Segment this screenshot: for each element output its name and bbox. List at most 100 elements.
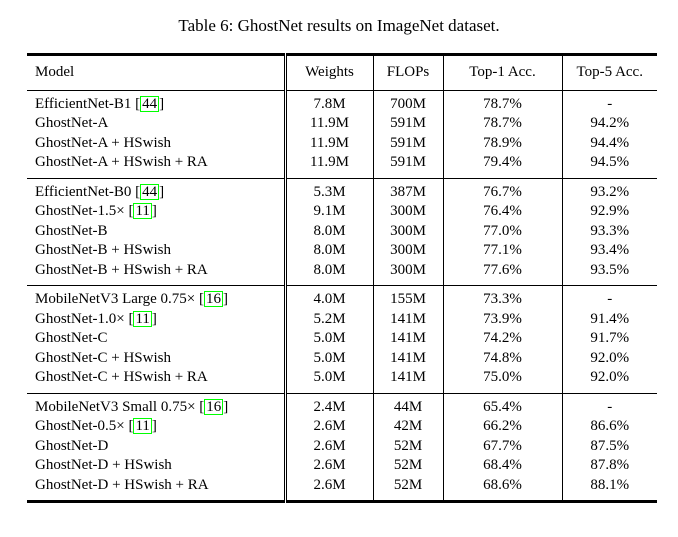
- model-cell: GhostNet-D + HSwish + RA: [35, 476, 209, 493]
- table-group: MobileNetV3 Small 0.75× [16] 2.4M 44M 65.4%…: [27, 393, 657, 502]
- model-cell: GhostNet-A: [35, 115, 109, 131]
- flops-cell: 300M: [372, 241, 443, 261]
- weights-cell: 5.0M: [283, 329, 373, 349]
- flops-cell: 44M: [372, 393, 443, 417]
- table-group: EfficientNet-B1 [44] 7.8M 700M 78.7% - GhostN…: [27, 90, 657, 178]
- model-cell: GhostNet-A + HSwish: [35, 134, 171, 151]
- flops-cell: 155M: [372, 285, 443, 310]
- weights-cell: 8.0M: [283, 221, 373, 241]
- flops-cell: 387M: [372, 178, 443, 202]
- table-row: MobileNetV3 Large 0.75× [16] 4.0M 155M 73.3…: [27, 285, 657, 310]
- model-cell: EfficientNet-B0 [44]: [35, 183, 165, 200]
- flops-cell: 52M: [372, 456, 443, 476]
- weights-cell: 11.9M: [283, 114, 373, 134]
- table-row: GhostNet-A + HSwish + RA 11.9M 591M 79.4% 94…: [27, 153, 657, 178]
- flops-cell: 300M: [372, 221, 443, 241]
- col-header-weights: Weights: [283, 54, 373, 90]
- col-header-model: Model: [35, 64, 75, 80]
- top5-cell: 93.2%: [561, 178, 657, 202]
- weights-cell: 2.6M: [283, 436, 373, 456]
- weights-cell: 5.2M: [283, 309, 373, 329]
- top1-cell: 77.0%: [442, 221, 562, 241]
- table-row: GhostNet-C 5.0M 141M 74.2% 91.7%: [27, 329, 657, 349]
- weights-cell: 8.0M: [283, 260, 373, 286]
- top5-cell: 94.5%: [561, 153, 657, 178]
- flops-cell: 300M: [372, 202, 443, 222]
- model-cell: GhostNet-D: [35, 437, 109, 454]
- model-cell: GhostNet-C + HSwish + RA: [35, 369, 208, 385]
- flops-cell: 700M: [372, 90, 443, 114]
- top1-cell: 76.4%: [442, 202, 562, 222]
- table-row: GhostNet-D 2.6M 52M 67.7% 87.5%: [27, 436, 657, 456]
- model-cell: GhostNet-B: [35, 222, 108, 239]
- table-row: GhostNet-A 11.9M 591M 78.7% 94.2%: [27, 114, 657, 134]
- citation-link[interactable]: 11: [133, 310, 152, 327]
- flops-cell: 52M: [372, 475, 443, 502]
- citation-link[interactable]: 16: [203, 291, 223, 307]
- table-row: GhostNet-1.0× [11] 5.2M 141M 73.9% 91.4%: [27, 309, 657, 329]
- top1-cell: 76.7%: [442, 178, 562, 202]
- top5-cell: 94.4%: [561, 133, 657, 153]
- top5-cell: 93.3%: [561, 221, 657, 241]
- weights-cell: 7.8M: [283, 90, 373, 114]
- top1-cell: 77.6%: [442, 260, 562, 286]
- citation-link[interactable]: 11: [133, 418, 152, 434]
- top1-cell: 74.8%: [442, 348, 562, 368]
- flops-cell: 141M: [372, 348, 443, 368]
- model-cell: MobileNetV3 Large 0.75× [16]: [35, 291, 228, 307]
- col-header-top5: Top-5 Acc.: [561, 54, 657, 90]
- table-row: MobileNetV3 Small 0.75× [16] 2.4M 44M 65.4%…: [27, 393, 657, 417]
- top5-cell: 92.0%: [561, 368, 657, 393]
- top1-cell: 65.4%: [442, 393, 562, 417]
- table-row: EfficientNet-B0 [44] 5.3M 387M 76.7% 93.2%: [27, 178, 657, 202]
- top5-cell: 92.9%: [561, 202, 657, 222]
- top1-cell: 73.9%: [442, 309, 562, 329]
- model-cell: GhostNet-1.0× [11]: [35, 310, 157, 327]
- model-cell: MobileNetV3 Small 0.75× [16]: [35, 398, 229, 415]
- top5-cell: 86.6%: [561, 417, 657, 437]
- results-table: Model Weights FLOPs Top-1 Acc. Top-5 Acc…: [27, 53, 657, 503]
- citation-link[interactable]: 44: [140, 95, 160, 112]
- model-cell: EfficientNet-B1 [44]: [35, 95, 165, 112]
- citation-link[interactable]: 44: [140, 183, 160, 200]
- top5-cell: 88.1%: [561, 475, 657, 502]
- flops-cell: 42M: [372, 417, 443, 437]
- weights-cell: 2.6M: [283, 417, 373, 437]
- top5-cell: 91.4%: [561, 309, 657, 329]
- flops-cell: 591M: [372, 153, 443, 178]
- weights-cell: 2.6M: [283, 475, 373, 502]
- flops-cell: 591M: [372, 114, 443, 134]
- top5-cell: 93.5%: [561, 260, 657, 286]
- weights-cell: 5.0M: [283, 348, 373, 368]
- flops-cell: 141M: [372, 309, 443, 329]
- top1-cell: 66.2%: [442, 417, 562, 437]
- flops-cell: 141M: [372, 368, 443, 393]
- model-cell: GhostNet-B + HSwish: [35, 242, 171, 258]
- top1-cell: 75.0%: [442, 368, 562, 393]
- table-row: GhostNet-D + HSwish + RA 2.6M 52M 68.6% 88.1…: [27, 475, 657, 502]
- table-row: GhostNet-C + HSwish 5.0M 141M 74.8% 92.0%: [27, 348, 657, 368]
- weights-cell: 5.3M: [283, 178, 373, 202]
- model-cell: GhostNet-1.5× [11]: [35, 203, 157, 219]
- top1-cell: 68.4%: [442, 456, 562, 476]
- table-row: GhostNet-0.5× [11] 2.6M 42M 66.2% 86.6%: [27, 417, 657, 437]
- table-row: GhostNet-B + HSwish 8.0M 300M 77.1% 93.4%: [27, 241, 657, 261]
- top5-cell: 87.8%: [561, 456, 657, 476]
- model-cell: GhostNet-B + HSwish + RA: [35, 261, 208, 278]
- model-cell: GhostNet-C: [35, 330, 108, 346]
- table-row: EfficientNet-B1 [44] 7.8M 700M 78.7% -: [27, 90, 657, 114]
- top1-cell: 78.9%: [442, 133, 562, 153]
- table-row: GhostNet-1.5× [11] 9.1M 300M 76.4% 92.9%: [27, 202, 657, 222]
- header-row: Model Weights FLOPs Top-1 Acc. Top-5 Acc…: [27, 54, 657, 90]
- top5-cell: -: [561, 90, 657, 114]
- flops-cell: 141M: [372, 329, 443, 349]
- top1-cell: 68.6%: [442, 475, 562, 502]
- weights-cell: 2.4M: [283, 393, 373, 417]
- table-row: GhostNet-C + HSwish + RA 5.0M 141M 75.0% 92.…: [27, 368, 657, 393]
- weights-cell: 4.0M: [283, 285, 373, 310]
- table-group: MobileNetV3 Large 0.75× [16] 4.0M 155M 73.3…: [27, 285, 657, 393]
- citation-link[interactable]: 11: [133, 203, 152, 219]
- col-header-top1: Top-1 Acc.: [442, 54, 562, 90]
- weights-cell: 8.0M: [283, 241, 373, 261]
- citation-link[interactable]: 16: [204, 398, 224, 415]
